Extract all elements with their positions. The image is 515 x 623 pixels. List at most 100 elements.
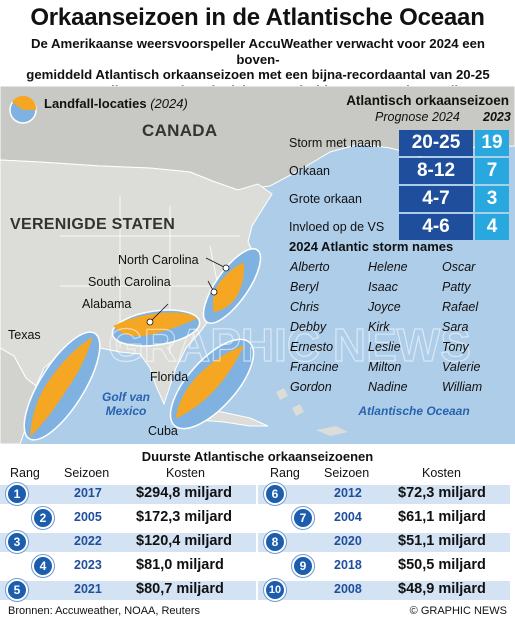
storm-name: Beryl — [290, 280, 319, 294]
forecast-value-2024: 8-12 — [399, 158, 473, 184]
cost-value: $172,3 miljard — [136, 509, 232, 525]
cost-season: 2020 — [334, 534, 362, 548]
forecast-col-2023: 2023 — [483, 110, 511, 124]
forecast-title: Atlantisch orkaanseizoen — [346, 93, 509, 108]
row-band — [0, 533, 256, 552]
forecast-value-2023: 19 — [475, 130, 509, 156]
label-south-carolina: South Carolina — [88, 275, 171, 289]
header-rank: Rang — [10, 466, 40, 480]
rank-badge: 3 — [6, 531, 28, 553]
cost-season: 2004 — [334, 510, 362, 524]
cost-value: $48,9 miljard — [398, 581, 486, 597]
watermark: GRAPHIC NEWS — [108, 319, 471, 371]
cost-season: 2012 — [334, 486, 362, 500]
storm-name: Oscar — [442, 260, 476, 274]
copyright: © GRAPHIC NEWS — [409, 605, 507, 617]
storm-name: Leslie — [368, 340, 401, 354]
forecast-row: Grote orkaan 4-7 3 — [287, 186, 509, 212]
storm-name: Sara — [442, 320, 469, 334]
landfall-texas — [23, 331, 101, 441]
storm-name: Francine — [290, 360, 339, 374]
forecast-row: Invloed op de VS 4-6 4 — [287, 214, 509, 240]
marker-dot — [146, 318, 154, 326]
label-atlantic: Atlantische Oceaan — [358, 404, 470, 418]
forecast-value-2023: 3 — [475, 186, 509, 212]
cost-season: 2023 — [74, 558, 102, 572]
forecast-row-label: Orkaan — [289, 164, 330, 178]
forecast-col-2024: Prognose 2024 — [375, 110, 460, 124]
storm-name: Nadine — [368, 380, 408, 394]
forecast-value-2023: 4 — [475, 214, 509, 240]
label-usa: VERENIGDE STATEN — [10, 216, 176, 233]
header-cost: Kosten — [166, 466, 205, 480]
cost-row: 2 2005 $172,3 miljard — [0, 507, 256, 529]
forecast-value-2024: 4-6 — [399, 214, 473, 240]
storm-name: Patty — [442, 280, 471, 294]
rank-badge: 5 — [6, 579, 28, 601]
label-alabama: Alabama — [82, 297, 132, 311]
cost-row: 6 2012 $72,3 miljard — [258, 483, 510, 505]
subtitle-line: De Amerikaanse weersvoorspeller AccuWeat… — [31, 36, 485, 67]
storm-name: Helene — [368, 260, 408, 274]
header-season: Seizoen — [324, 466, 370, 480]
label-canada: CANADA — [142, 121, 218, 140]
storm-name: Milton — [368, 360, 402, 374]
forecast-value-2023: 7 — [475, 158, 509, 184]
rank-badge: 7 — [292, 507, 314, 529]
forecast-row: Orkaan 8-12 7 — [287, 158, 509, 184]
cost-value: $51,1 miljard — [398, 533, 486, 549]
landfall-alabama — [111, 309, 201, 347]
landfall-carolinas — [202, 248, 262, 324]
label-cuba: Cuba — [148, 424, 178, 438]
cost-value: $294,8 miljard — [136, 485, 232, 501]
storm-name: Ernesto — [290, 340, 334, 354]
marker-dot — [210, 288, 218, 296]
rank-badge: 9 — [292, 555, 314, 577]
rank-badge: 2 — [32, 507, 54, 529]
rank-badge: 10 — [264, 579, 286, 601]
cost-row: 5 2021 $80,7 miljard — [0, 579, 256, 601]
storm-name: Joyce — [368, 300, 401, 314]
cost-row: 1 2017 $294,8 miljard — [0, 483, 256, 505]
landfall-legend-icon — [9, 95, 37, 124]
label-north-carolina: North Carolina — [118, 253, 199, 267]
cost-row: 3 2022 $120,4 miljard — [0, 531, 256, 553]
subtitle-line: gemiddeld Atlantisch orkaanseizoen met e… — [26, 67, 490, 82]
storm-name: Chris — [290, 300, 320, 314]
cost-value: $81,0 miljard — [136, 557, 224, 573]
label-gulf-of-mexico: Golf van Mexico — [86, 390, 166, 418]
row-band — [258, 581, 510, 600]
storm-name: Alberto — [290, 260, 330, 274]
cost-season: 2005 — [74, 510, 102, 524]
storm-name: Gordon — [290, 380, 332, 394]
forecast-row: Storm met naam 20-25 19 — [287, 130, 509, 156]
storm-name: Isaac — [368, 280, 398, 294]
row-band — [0, 485, 256, 504]
forecast-row-label: Invloed op de VS — [289, 220, 385, 234]
header-season: Seizoen — [64, 466, 110, 480]
gulf-line: Mexico — [105, 404, 147, 418]
cost-value: $72,3 miljard — [398, 485, 486, 501]
row-band — [258, 533, 510, 552]
gulf-line: Golf van — [101, 390, 150, 404]
cost-season: 2018 — [334, 558, 362, 572]
storm-name: William — [442, 380, 483, 394]
costs-title: Duurste Atlantische orkaanseizoenen — [141, 449, 374, 464]
rank-badge: 1 — [6, 483, 28, 505]
label-florida: Florida — [150, 370, 189, 384]
legend-label: Landfall-locaties (2024) — [44, 96, 188, 111]
cost-season: 2017 — [74, 486, 102, 500]
label-texas: Texas — [8, 328, 41, 342]
cost-value: $120,4 miljard — [136, 533, 232, 549]
row-band — [0, 581, 256, 600]
header-cost: Kosten — [422, 466, 461, 480]
page-title: Orkaanseizoen in de Atlantische Oceaan — [30, 4, 485, 31]
landfall-florida — [169, 338, 255, 430]
rank-badge: 4 — [32, 555, 54, 577]
cost-row: 10 2008 $48,9 miljard — [258, 579, 510, 601]
storm-name: Valerie — [442, 360, 481, 374]
cost-row: 7 2004 $61,1 miljard — [258, 507, 510, 529]
state-borders — [60, 196, 240, 354]
cost-season: 2022 — [74, 534, 102, 548]
cost-value: $61,1 miljard — [398, 509, 486, 525]
